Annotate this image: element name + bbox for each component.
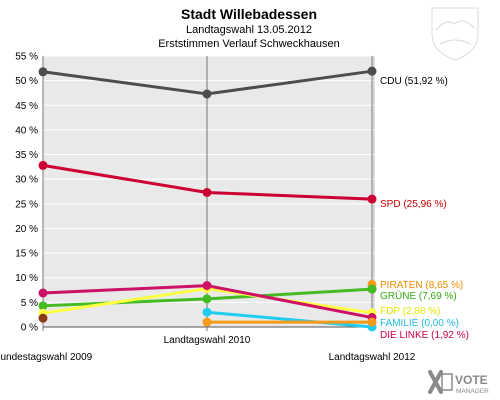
series-label-cdu: CDU (51,92 %)	[380, 76, 448, 87]
ballot-x-icon	[428, 370, 453, 394]
y-tick-label: 15 %	[15, 249, 38, 260]
y-axis-ticks: 0 % 5 % 10 % 15 % 20 % 25 % 30 % 35 % 40 % 45 % 50…	[15, 52, 38, 334]
y-tick-label: 10 %	[15, 273, 38, 284]
data-point-spd	[202, 187, 212, 197]
data-point-gr-ne	[367, 284, 377, 294]
y-tick-label: 30 %	[15, 175, 38, 186]
data-point-extra	[367, 317, 377, 327]
chart-subtitle-date: Landtagswahl 13.05.2012	[186, 24, 312, 36]
data-point-gr-ne	[38, 301, 48, 311]
data-point-familie	[202, 307, 212, 317]
data-point-extra	[38, 313, 48, 323]
data-point-spd	[367, 194, 377, 204]
y-tick-label: 35 %	[15, 150, 38, 161]
y-tick-label: 25 %	[15, 199, 38, 210]
logo-word-manager: MANAGER	[456, 388, 489, 395]
data-point-extra	[202, 317, 212, 327]
series-points	[38, 66, 377, 332]
logo-word-vote: VOTE	[455, 373, 488, 387]
series-label-spd: SPD (25,96 %)	[380, 199, 447, 210]
x-tick-label: Bundestagswahl 2009	[0, 352, 93, 363]
y-tick-label: 40 %	[15, 125, 38, 136]
x-tick-label: Landtagswahl 2012	[329, 352, 416, 363]
series-label-piraten: PIRATEN (8,65 %)	[380, 280, 463, 291]
series-label-die-linke: DIE LINKE (1,92 %)	[380, 330, 469, 341]
series-label-fdp: FDP (2,88 %)	[380, 306, 440, 317]
data-point-die-linke	[202, 281, 212, 291]
chart-subtitle-description: Erststimmen Verlauf Schweckhausen	[158, 38, 340, 50]
x-tick-label: Landtagswahl 2010	[164, 335, 251, 346]
y-tick-label: 5 %	[21, 298, 38, 309]
series-end-labels: CDU (51,92 %) SPD (25,96 %) PIRATEN (8,65 …	[380, 76, 469, 341]
series-line-familie	[206, 310, 373, 329]
data-point-cdu	[38, 67, 48, 77]
coat-of-arms-icon	[431, 7, 479, 61]
series-label-gr-ne: GRÜNE (7,69 %)	[380, 290, 457, 302]
vote-manager-logo: VOTE MANAGER	[428, 370, 489, 395]
chart-title: Stadt Willebadessen	[181, 6, 317, 22]
y-tick-label: 20 %	[15, 224, 38, 235]
y-tick-label: 45 %	[15, 101, 38, 112]
data-point-spd	[38, 160, 48, 170]
data-point-cdu	[367, 66, 377, 76]
data-point-die-linke	[38, 288, 48, 298]
series-label-familie: FAMILIE (0,00 %)	[380, 318, 459, 329]
data-point-gr-ne	[202, 294, 212, 304]
data-point-cdu	[202, 89, 212, 99]
y-tick-label: 55 %	[15, 52, 38, 63]
y-tick-label: 0 %	[21, 323, 38, 334]
y-tick-label: 50 %	[15, 76, 38, 87]
